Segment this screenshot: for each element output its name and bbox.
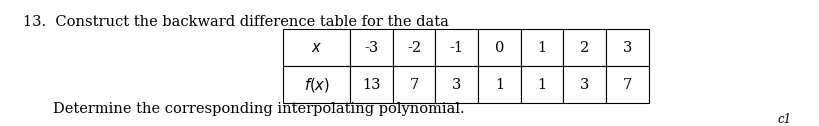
- Bar: [350, 66, 392, 103]
- Text: Determine the corresponding interpolating polynomial.: Determine the corresponding interpolatin…: [53, 102, 464, 116]
- Text: 7: 7: [409, 78, 419, 92]
- Text: 3: 3: [622, 41, 631, 55]
- Text: -1: -1: [449, 41, 464, 55]
- Bar: [283, 29, 350, 66]
- Text: 13: 13: [362, 78, 380, 92]
- Bar: [563, 66, 605, 103]
- Bar: [477, 66, 520, 103]
- Bar: [605, 66, 648, 103]
- Text: 3: 3: [579, 78, 589, 92]
- Bar: [605, 29, 648, 66]
- Bar: [520, 29, 563, 66]
- Text: $x$: $x$: [310, 41, 322, 55]
- Bar: [350, 29, 392, 66]
- Text: 1: 1: [536, 41, 546, 55]
- Bar: [392, 66, 435, 103]
- Bar: [392, 29, 435, 66]
- Text: c1: c1: [776, 113, 790, 126]
- Text: 0: 0: [494, 41, 504, 55]
- Text: 1: 1: [494, 78, 504, 92]
- Bar: [283, 66, 350, 103]
- Bar: [435, 66, 477, 103]
- Bar: [520, 66, 563, 103]
- Text: -3: -3: [364, 41, 378, 55]
- Text: 2: 2: [579, 41, 589, 55]
- Text: 3: 3: [451, 78, 461, 92]
- Text: $f(x)$: $f(x)$: [303, 76, 329, 94]
- Bar: [435, 29, 477, 66]
- Bar: [477, 29, 520, 66]
- Bar: [563, 29, 605, 66]
- Text: -2: -2: [406, 41, 421, 55]
- Text: 1: 1: [536, 78, 546, 92]
- Text: 7: 7: [622, 78, 631, 92]
- Text: 13.  Construct the backward difference table for the data: 13. Construct the backward difference ta…: [23, 15, 448, 29]
